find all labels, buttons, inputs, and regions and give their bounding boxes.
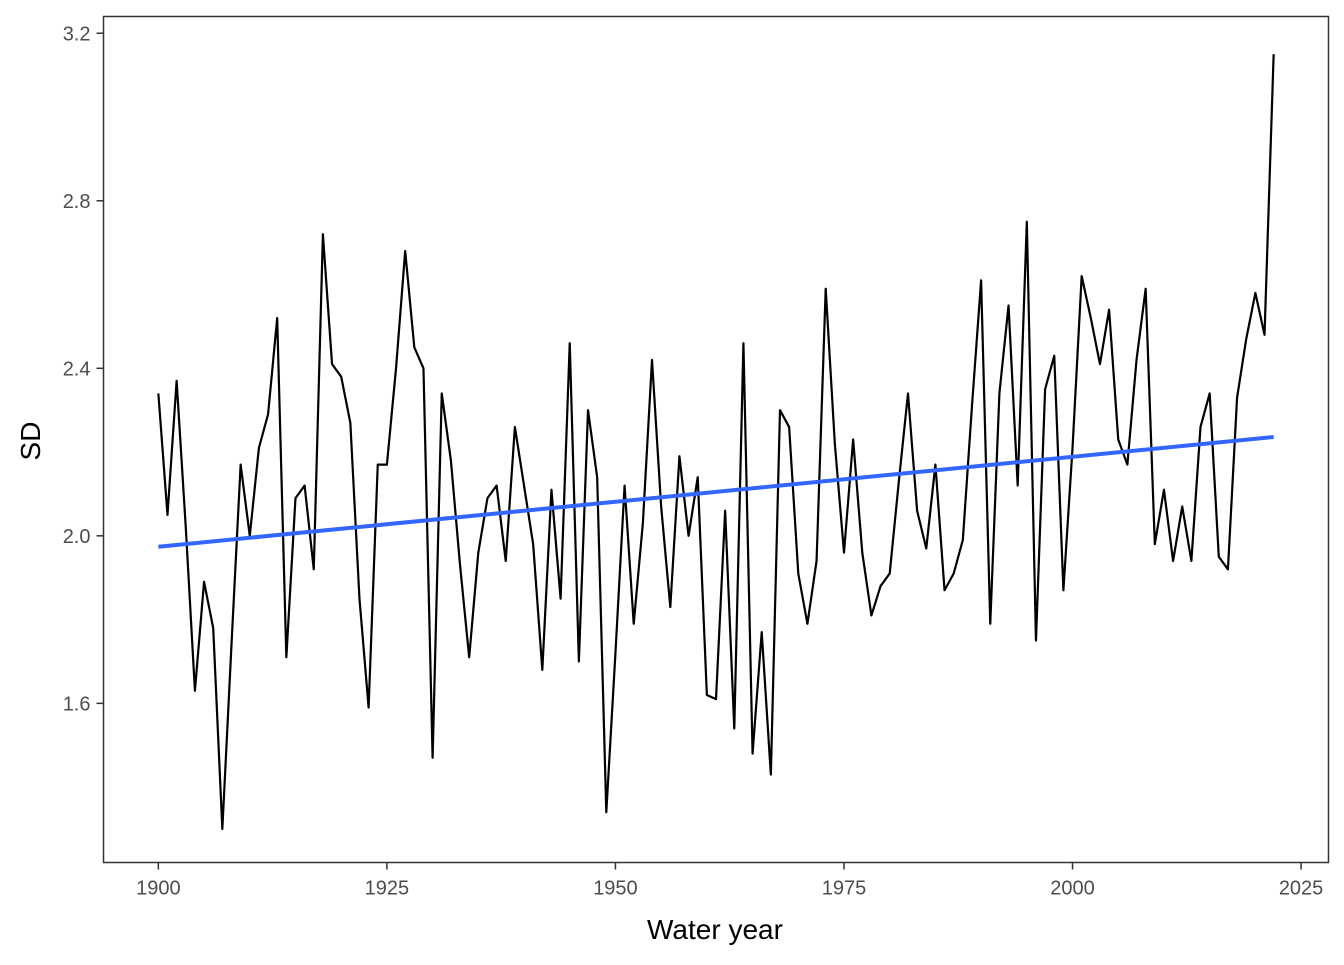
x-tick-label: 2025 xyxy=(1279,878,1324,900)
y-tick-label: 3.2 xyxy=(63,23,91,45)
axis-layer: 1900 1925 1950 1975 2000 2025 1.6 2.0 2.4 2.8 3.2 xyxy=(63,23,1324,899)
y-axis-title: SD xyxy=(15,422,46,461)
plot-panel xyxy=(102,15,1330,864)
x-axis-title: Water year xyxy=(647,914,783,945)
sd-series-line xyxy=(157,54,1275,831)
y-tick-label: 2.8 xyxy=(63,191,91,213)
y-tick-label: 1.6 xyxy=(63,693,91,715)
x-tick-label: 1950 xyxy=(593,878,638,900)
x-tick-label: 1925 xyxy=(365,878,410,900)
trend-line xyxy=(158,434,1274,549)
x-tick-label: 1900 xyxy=(136,878,181,900)
x-tick-label: 1975 xyxy=(822,878,867,900)
y-tick-label: 2.0 xyxy=(63,526,91,548)
series-layer xyxy=(157,54,1275,831)
y-tick-label: 2.4 xyxy=(63,358,91,380)
x-tick-label: 2000 xyxy=(1050,878,1095,900)
